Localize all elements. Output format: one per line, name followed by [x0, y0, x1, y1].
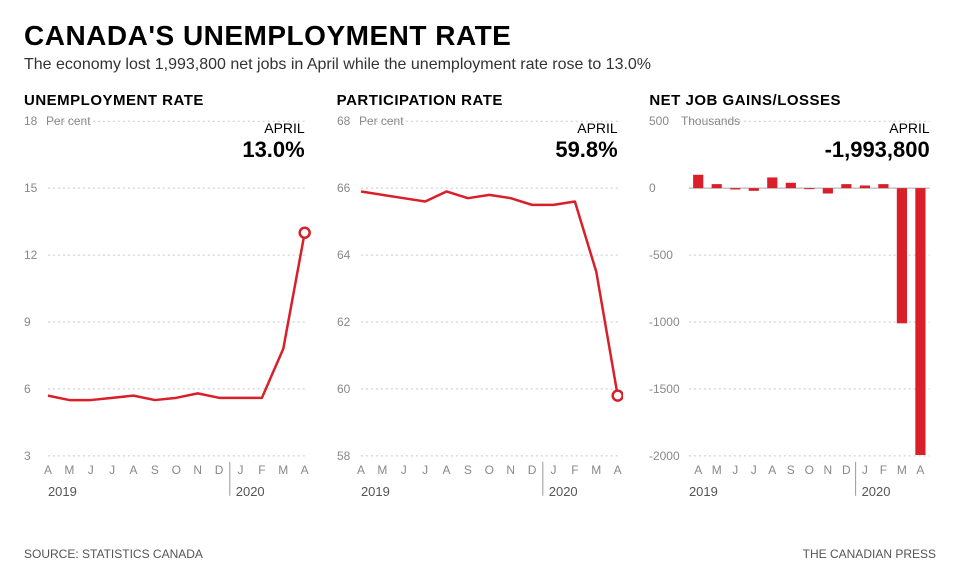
svg-text:F: F	[880, 463, 887, 477]
credit-text: THE CANADIAN PRESS	[803, 547, 936, 561]
netjobs-plot: -2000-1500-1000-5000500ThousandsAMJJASON…	[649, 115, 936, 512]
page-subtitle: The economy lost 1,993,800 net jobs in A…	[24, 56, 936, 74]
svg-text:-500: -500	[649, 248, 673, 262]
svg-text:J: J	[109, 463, 115, 477]
svg-text:2020: 2020	[862, 484, 891, 499]
svg-text:J: J	[862, 463, 868, 477]
svg-text:64: 64	[337, 248, 351, 262]
svg-text:D: D	[215, 463, 224, 477]
svg-text:6: 6	[24, 382, 31, 396]
svg-text:O: O	[484, 463, 493, 477]
svg-text:12: 12	[24, 248, 38, 262]
unemployment-plot: 369121518Per centAMJJASONDJFMA20192020AP…	[24, 115, 311, 512]
svg-text:15: 15	[24, 181, 38, 195]
svg-text:2020: 2020	[548, 484, 577, 499]
svg-text:M: M	[377, 463, 387, 477]
svg-text:N: N	[506, 463, 515, 477]
svg-text:A: A	[769, 463, 777, 477]
svg-text:N: N	[824, 463, 833, 477]
svg-text:J: J	[550, 463, 556, 477]
svg-text:M: M	[897, 463, 907, 477]
svg-text:59.8%: 59.8%	[555, 137, 617, 162]
charts-row: UNEMPLOYMENT RATE 369121518Per centAMJJA…	[24, 92, 936, 512]
svg-text:A: A	[130, 463, 138, 477]
svg-text:J: J	[733, 463, 739, 477]
svg-text:APRIL: APRIL	[890, 120, 931, 136]
svg-text:O: O	[805, 463, 814, 477]
panel-netjobs: NET JOB GAINS/LOSSES -2000 -1500 -1000 -500…	[649, 92, 936, 512]
svg-text:A: A	[357, 463, 365, 477]
svg-text:M: M	[591, 463, 601, 477]
svg-text:9: 9	[24, 315, 31, 329]
svg-text:-1,993,800: -1,993,800	[825, 137, 930, 162]
svg-text:J: J	[238, 463, 244, 477]
svg-text:S: S	[464, 463, 472, 477]
participation-title: PARTICIPATION RATE	[337, 92, 624, 109]
svg-text:62: 62	[337, 315, 351, 329]
svg-text:F: F	[571, 463, 578, 477]
svg-text:-2000: -2000	[649, 449, 680, 463]
svg-text:A: A	[613, 463, 621, 477]
svg-text:A: A	[301, 463, 309, 477]
svg-text:58: 58	[337, 449, 351, 463]
source-text: SOURCE: STATISTICS CANADA	[24, 547, 203, 561]
svg-text:D: D	[842, 463, 851, 477]
svg-text:2019: 2019	[48, 484, 77, 499]
svg-text:D: D	[527, 463, 536, 477]
svg-text:M: M	[712, 463, 722, 477]
svg-text:60: 60	[337, 382, 351, 396]
svg-text:F: F	[258, 463, 265, 477]
svg-text:-1500: -1500	[649, 382, 680, 396]
svg-text:J: J	[400, 463, 406, 477]
netjobs-title: NET JOB GAINS/LOSSES	[649, 92, 936, 109]
svg-text:A: A	[44, 463, 52, 477]
svg-text:Per cent: Per cent	[46, 115, 91, 128]
svg-text:68: 68	[337, 115, 351, 128]
svg-text:2020: 2020	[236, 484, 265, 499]
page-title: CANADA'S UNEMPLOYMENT RATE	[24, 20, 936, 52]
footer: SOURCE: STATISTICS CANADA THE CANADIAN P…	[24, 547, 936, 561]
participation-plot: 586062646668Per centAMJJASONDJFMA2019202…	[337, 115, 624, 512]
unemployment-title: UNEMPLOYMENT RATE	[24, 92, 311, 109]
panel-unemployment: UNEMPLOYMENT RATE 369121518Per centAMJJA…	[24, 92, 311, 512]
svg-text:J: J	[422, 463, 428, 477]
svg-text:A: A	[442, 463, 450, 477]
svg-text:0: 0	[649, 181, 656, 195]
svg-text:S: S	[787, 463, 795, 477]
svg-text:S: S	[151, 463, 159, 477]
svg-text:13.0%: 13.0%	[242, 137, 304, 162]
svg-text:-1000: -1000	[649, 315, 680, 329]
svg-text:M: M	[278, 463, 288, 477]
svg-text:O: O	[172, 463, 181, 477]
panel-participation: PARTICIPATION RATE 58 60 62 64 66 68 Per cent A…	[337, 92, 624, 512]
svg-text:Thousands: Thousands	[681, 115, 740, 128]
svg-text:J: J	[751, 463, 757, 477]
svg-text:2019: 2019	[689, 484, 718, 499]
svg-text:66: 66	[337, 181, 351, 195]
svg-text:Per cent: Per cent	[359, 115, 404, 128]
svg-text:18: 18	[24, 115, 38, 128]
svg-text:A: A	[695, 463, 703, 477]
svg-text:500: 500	[649, 115, 669, 128]
svg-text:A: A	[917, 463, 925, 477]
svg-text:N: N	[193, 463, 202, 477]
svg-text:J: J	[88, 463, 94, 477]
svg-text:3: 3	[24, 449, 31, 463]
svg-text:M: M	[64, 463, 74, 477]
svg-text:2019: 2019	[361, 484, 390, 499]
svg-text:APRIL: APRIL	[577, 120, 618, 136]
svg-text:APRIL: APRIL	[264, 120, 305, 136]
